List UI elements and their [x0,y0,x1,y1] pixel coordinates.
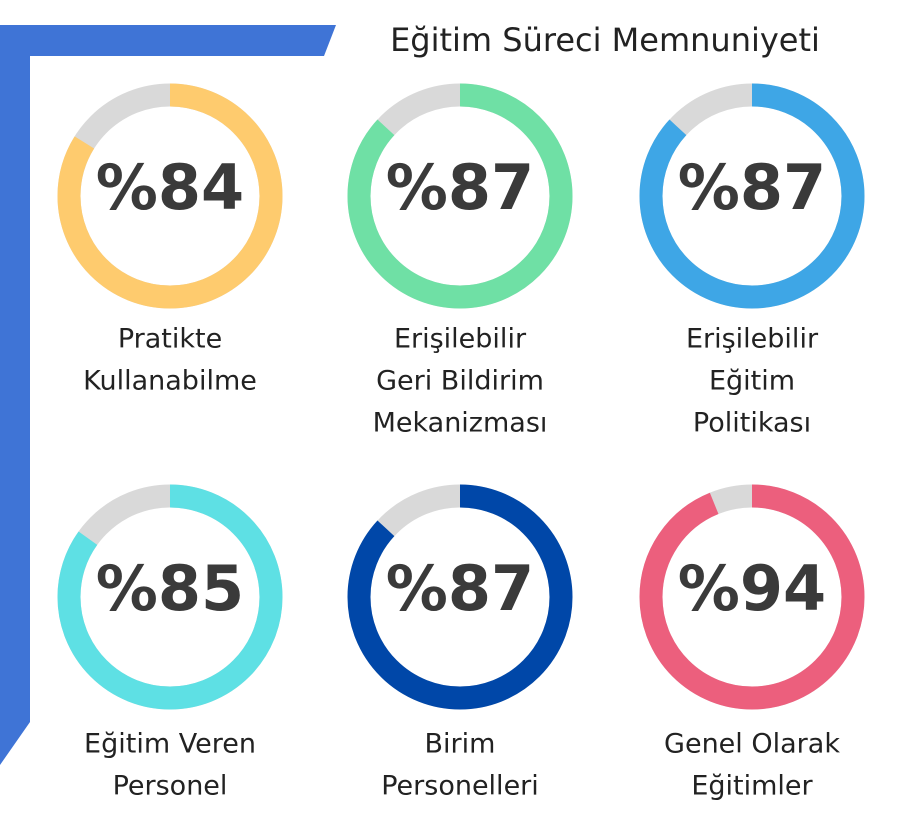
gauge-arc [57,484,283,710]
gauge-label: Genel Olarak [664,729,840,760]
gauge-label: Geri Bildirim [376,366,544,397]
gauge-label: Personelleri [381,771,539,802]
chart-title: Eğitim Süreci Memnuniyeti [390,21,820,59]
gauge-label: Politikası [693,408,811,439]
gauge-arc [57,83,283,309]
gauge-label: Pratikte [118,324,222,355]
gauge-label: Eğitimler [691,771,813,802]
gauge-label: Eğitim [709,366,795,397]
gauge-value: %85 [96,552,244,625]
gauge-arc [347,484,573,710]
gauge-arc [347,83,573,309]
gauge-label: Kullanabilme [83,366,257,397]
gauge-label: Erişilebilir [394,324,527,355]
gauge-label: Eğitim Veren [84,729,256,760]
gauge-value: %87 [386,151,534,224]
gauge-arc [639,83,865,309]
gauge-value: %84 [96,151,244,224]
gauge-label: Personel [113,771,228,802]
gauge-arc [639,484,865,710]
gauge-label: Birim [425,729,496,760]
gauge-value: %87 [678,151,826,224]
gauge-value: %87 [386,552,534,625]
gauge-label: Erişilebilir [686,324,819,355]
gauge-value: %94 [678,552,826,625]
gauge-label: Mekanizması [373,408,548,439]
